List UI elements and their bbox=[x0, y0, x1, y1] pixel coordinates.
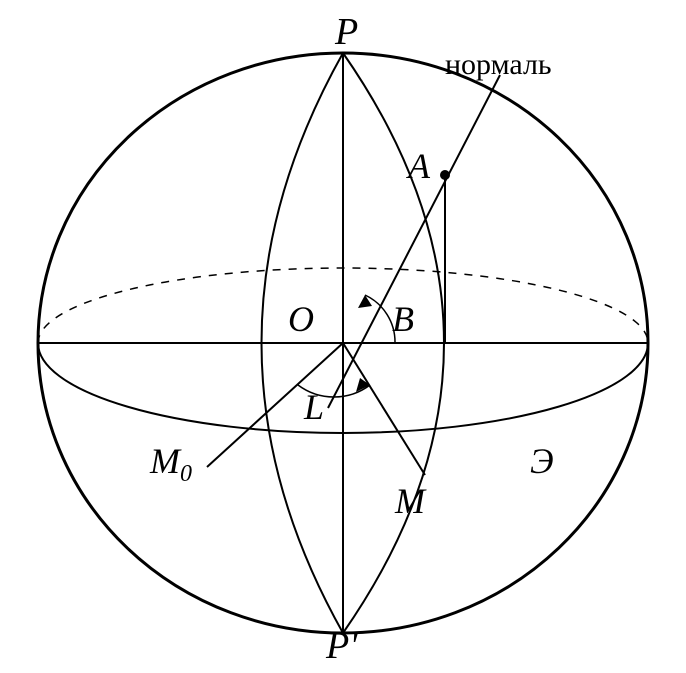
label-normal: нормаль bbox=[445, 48, 552, 82]
label-m0-sub: 0 bbox=[180, 461, 192, 487]
label-m0-m: M bbox=[150, 441, 180, 481]
label-l-angle: L bbox=[304, 386, 324, 428]
label-o: O bbox=[288, 298, 314, 340]
label-a: А bbox=[408, 145, 430, 187]
label-e: Э bbox=[530, 440, 554, 482]
label-b-angle: B bbox=[392, 298, 414, 340]
normal-line bbox=[328, 75, 500, 408]
label-m0: M0 bbox=[150, 440, 192, 488]
label-p-top: P bbox=[335, 10, 358, 54]
geodetic-diagram: P P' нормаль А O B L M0 M Э bbox=[0, 0, 686, 668]
label-p-bottom: P' bbox=[326, 624, 357, 668]
label-m: M bbox=[395, 480, 425, 522]
line-o-m bbox=[343, 343, 425, 475]
point-a bbox=[440, 170, 450, 180]
diagram-svg bbox=[0, 0, 686, 668]
